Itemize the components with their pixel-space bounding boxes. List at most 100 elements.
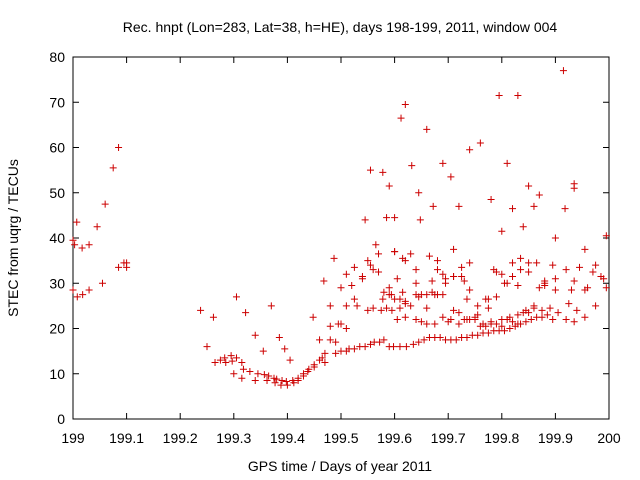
data-point bbox=[211, 358, 219, 366]
data-point bbox=[562, 315, 570, 323]
x-tick-label: 199.4 bbox=[270, 430, 305, 446]
data-point bbox=[458, 272, 466, 280]
data-point bbox=[391, 248, 399, 256]
data-point bbox=[559, 67, 567, 75]
data-point bbox=[498, 322, 506, 330]
data-point bbox=[254, 370, 262, 378]
data-point bbox=[429, 202, 437, 210]
data-point bbox=[299, 372, 307, 380]
data-point bbox=[458, 263, 466, 271]
data-point bbox=[455, 320, 463, 328]
data-point bbox=[216, 356, 224, 364]
data-point bbox=[522, 306, 530, 314]
data-point bbox=[361, 216, 369, 224]
data-point bbox=[69, 236, 77, 244]
data-point bbox=[232, 354, 240, 362]
data-point bbox=[391, 214, 399, 222]
data-point bbox=[369, 304, 377, 312]
data-point bbox=[282, 377, 290, 385]
data-point bbox=[425, 252, 433, 260]
data-point bbox=[271, 379, 279, 387]
x-tick-label: 199.6 bbox=[377, 430, 412, 446]
data-point bbox=[423, 304, 431, 312]
data-point bbox=[460, 277, 468, 285]
data-point bbox=[396, 304, 404, 312]
data-point bbox=[408, 162, 416, 170]
data-point bbox=[530, 202, 538, 210]
data-point bbox=[366, 261, 374, 269]
data-point bbox=[69, 286, 77, 294]
data-point bbox=[342, 270, 350, 278]
data-point bbox=[439, 270, 447, 278]
data-point bbox=[358, 275, 366, 283]
data-point bbox=[538, 313, 546, 321]
data-point bbox=[238, 358, 246, 366]
x-axis-label: GPS time / Days of year 2011 bbox=[248, 458, 432, 474]
data-point bbox=[221, 354, 229, 362]
data-point bbox=[562, 266, 570, 274]
data-point bbox=[549, 261, 557, 269]
data-point bbox=[227, 352, 235, 360]
data-point bbox=[401, 257, 409, 265]
data-point bbox=[561, 205, 569, 213]
data-point bbox=[275, 334, 283, 342]
data-point bbox=[412, 315, 420, 323]
data-point bbox=[326, 322, 334, 330]
data-point bbox=[498, 315, 506, 323]
data-point bbox=[85, 286, 93, 294]
y-tick-label: 40 bbox=[49, 230, 65, 246]
data-point bbox=[423, 125, 431, 133]
data-point bbox=[551, 286, 559, 294]
x-tick-label: 199.2 bbox=[163, 430, 198, 446]
data-point bbox=[447, 173, 455, 181]
data-point bbox=[509, 259, 517, 267]
data-point bbox=[500, 327, 508, 335]
data-point bbox=[290, 379, 298, 387]
y-tick-label: 80 bbox=[49, 49, 65, 65]
data-point bbox=[230, 370, 238, 378]
data-point bbox=[239, 365, 247, 373]
data-point bbox=[203, 343, 211, 351]
data-point bbox=[232, 293, 240, 301]
data-point bbox=[259, 347, 267, 355]
data-point bbox=[463, 315, 471, 323]
data-point bbox=[320, 277, 328, 285]
data-point bbox=[71, 241, 79, 249]
data-point bbox=[326, 336, 334, 344]
data-point bbox=[455, 309, 463, 317]
data-point bbox=[251, 377, 259, 385]
data-point bbox=[452, 336, 460, 344]
data-point bbox=[592, 261, 600, 269]
data-point bbox=[533, 259, 541, 267]
x-tick-label: 199 bbox=[61, 430, 85, 446]
data-point bbox=[546, 304, 554, 312]
data-point bbox=[514, 282, 522, 290]
data-point bbox=[525, 182, 533, 190]
data-point bbox=[366, 340, 374, 348]
data-point bbox=[396, 295, 404, 303]
data-point bbox=[506, 313, 514, 321]
y-tick-label: 50 bbox=[49, 185, 65, 201]
data-point bbox=[417, 318, 425, 326]
data-point bbox=[597, 272, 605, 280]
data-point bbox=[416, 216, 424, 224]
data-point bbox=[447, 315, 455, 323]
plot-frame bbox=[72, 56, 610, 420]
data-point bbox=[535, 191, 543, 199]
data-point bbox=[310, 361, 318, 369]
data-point bbox=[412, 279, 420, 287]
data-point bbox=[281, 345, 289, 353]
data-point bbox=[380, 288, 388, 296]
data-point bbox=[385, 182, 393, 190]
data-point bbox=[428, 277, 436, 285]
data-point bbox=[273, 375, 281, 383]
y-axis-label: STEC from uqrg / TECUs bbox=[5, 159, 21, 317]
data-point bbox=[321, 358, 329, 366]
data-point bbox=[304, 367, 312, 375]
data-point bbox=[484, 329, 492, 337]
data-point bbox=[538, 306, 546, 314]
data-point bbox=[455, 202, 463, 210]
data-point bbox=[431, 291, 439, 299]
data-point bbox=[78, 244, 86, 252]
data-point bbox=[109, 164, 117, 172]
